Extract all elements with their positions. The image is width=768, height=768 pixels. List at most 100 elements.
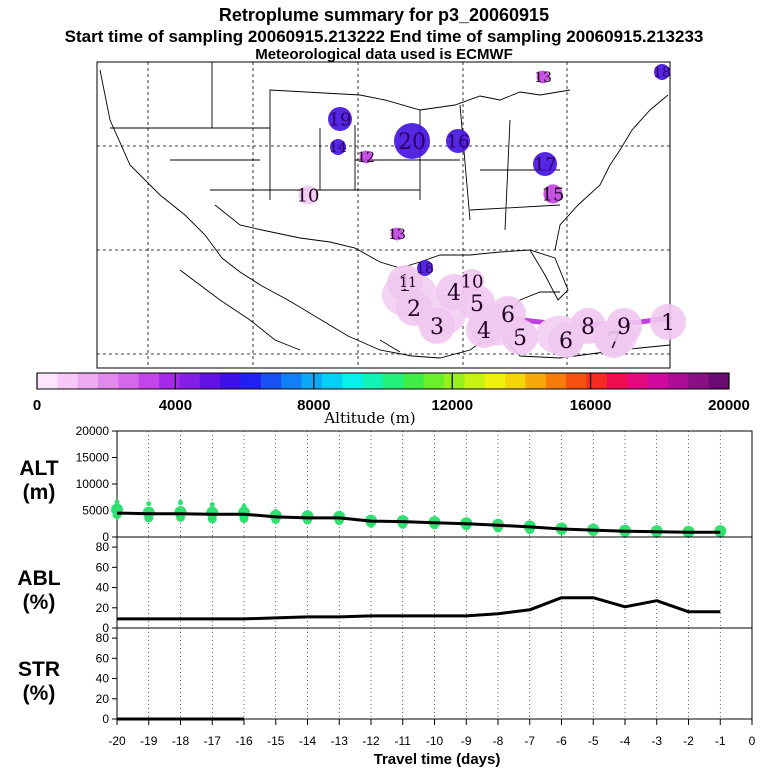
colorbar-label: Altitude (m) [323,409,415,427]
x-tick-label: -7 [524,734,535,748]
x-tick-label: -5 [588,734,599,748]
str-ytick-label: 80 [96,631,110,645]
colorbar-cell [525,373,547,389]
plume-marker [490,296,526,332]
alt-ytick-label: 15000 [76,451,110,465]
plume-marker [654,64,670,80]
alt-spread-point [114,499,120,505]
x-tick-label: -14 [299,734,317,748]
plume-marker-label: 8 [581,315,595,340]
colorbar-cell [342,373,364,389]
plume-marker [400,274,416,290]
colorbar-cell [586,373,608,389]
chart-title: Retroplume summary for p3_20060915 [218,5,550,25]
plume-marker-label: 20 [398,130,426,155]
colorbar-cell [423,373,445,389]
colorbar-cell [57,373,79,389]
alt-spread-point [273,509,279,515]
colorbar-tick-label: 12000 [431,397,473,414]
x-tick-label: -17 [204,734,222,748]
plume-marker [543,184,563,204]
plume-marker [606,308,642,344]
colorbar-cell [606,373,628,389]
plume-marker [417,260,433,276]
alt-ytick-label: 0 [102,530,109,544]
colorbar-tick-label: 20000 [708,397,750,414]
x-tick-label: -16 [235,734,253,748]
x-tick-label: -8 [493,734,504,748]
alt-spread-point [400,515,406,521]
alt-spread-point [717,526,723,532]
plume-marker-label: 4 [477,319,491,344]
colorbar-ticks: 0 4000 8000 12000 16000 20000 [33,373,750,414]
alt-ylabel: ALT (m) [19,457,58,504]
abl-ytick-label: 20 [96,601,110,615]
colorbar-cell [281,373,303,389]
plume-marker-label: 12 [357,150,375,166]
alt-spread-point [178,500,183,506]
colorbar-cell [627,373,649,389]
str-ytick-label: 0 [102,712,109,726]
colorbar-cell [383,373,404,389]
plume-markers: 1123445566789101011121313141516171818192… [297,64,686,358]
colorbar-cell [220,373,242,389]
plume-marker [460,269,484,293]
colorbar-cells [37,373,730,389]
colorbar-cell [667,373,689,389]
plume-marker [459,285,495,321]
timeseries-panels: 0 5000 10000 15000 20000 ALT (m) 0 20 40 60 80 ABL (%… [17,424,753,726]
abl-ytick-label: 80 [96,540,110,554]
plume-marker-label: 16 [447,131,470,152]
plume-marker-label: 14 [329,140,347,156]
str-ylabel: STR (%) [18,658,60,705]
colorbar-cell [566,373,588,389]
x-tick-label: -18 [172,734,190,748]
plume-marker-label: 11 [399,275,417,291]
plume-marker-label: 19 [329,109,352,130]
abl-frame [116,536,753,629]
colorbar-cell [362,373,384,389]
x-tick-label: -19 [140,734,158,748]
x-tick-label: -10 [426,734,444,748]
x-tick-label: -3 [651,734,662,748]
x-tick-label: -15 [267,734,285,748]
plume-marker [390,227,404,241]
plume-marker-label: 10 [297,185,320,206]
x-tick-label: -20 [108,734,126,748]
plume-marker-label: 15 [542,184,565,205]
alt-panel: 0 5000 10000 15000 20000 ALT (m) [19,424,753,544]
plume-marker [446,129,470,153]
x-axis-label: Travel time (days) [374,751,501,768]
x-axis: Travel time (days) -20 -19 -18 -17 -16 -15 -14… [108,719,756,768]
colorbar-cell [159,373,180,389]
plume-marker-label: 6 [559,329,573,354]
alt-spread-point [209,502,215,508]
x-tick-label: -4 [620,734,631,748]
colorbar-cell [505,373,526,389]
plume-marker [650,304,686,340]
colorbar-cell [688,373,710,389]
plume-marker-label: 18 [416,261,434,277]
plume-marker [570,308,606,344]
colorbar-cell [545,373,567,389]
plume-marker-label: 1 [661,311,675,336]
abl-ylabel: ABL (%) [17,567,60,614]
plume-marker [359,150,373,164]
abl-panel: 0 20 40 60 80 ABL (%) [17,536,753,635]
abl-series-line [117,596,721,621]
sampling-times: Start time of sampling 20060915.213222 E… [64,27,704,46]
colorbar-cell [484,373,506,389]
str-ytick-label: 20 [96,692,110,706]
x-tick-label: -11 [395,734,412,748]
x-tick-label: -1 [715,734,726,748]
x-tick-label: -9 [461,734,472,748]
alt-spread-point [495,519,501,525]
colorbar-cell [464,373,486,389]
colorbar-cell [321,373,343,389]
plume-marker [298,185,318,205]
abl-ytick-label: 40 [96,581,110,595]
abl-ytick-label: 0 [102,621,109,635]
colorbar-cell [403,373,425,389]
plume-marker-label: 5 [513,326,527,351]
str-frame [116,627,753,720]
